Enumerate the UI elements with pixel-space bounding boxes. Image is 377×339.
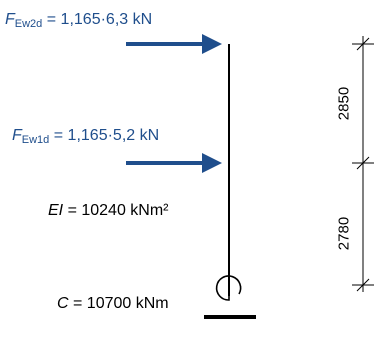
force-label-mid: FEw1d = 1,165·5,2 kN [12,128,159,146]
force-mid-value: = 1,165·5,2 kN [49,127,160,144]
rotational-spring-icon [215,275,242,301]
dimension-upper: 2850 [335,86,353,121]
spring-value: = 10700 kNm [68,295,169,312]
spring-symbol: C [57,295,69,312]
spring-label: C = 10700 kNm [57,296,169,312]
force-top-symbol: F [5,11,15,28]
dimension-lower: 2780 [335,216,353,251]
force-arrow-top [126,34,222,54]
force-label-top: FEw2d = 1,165·6,3 kN [5,12,152,30]
stiffness-symbol: EI [48,202,64,219]
force-mid-subscript: Ew1d [21,134,50,146]
stiffness-label: EI = 10240 kNm² [48,203,169,219]
force-top-value: = 1,165·6,3 kN [42,11,153,28]
force-top-subscript: Ew2d [14,18,43,30]
dimension-line [352,36,374,292]
force-arrow-mid [126,153,222,173]
stiffness-value: = 10240 kNm² [63,202,169,219]
force-mid-symbol: F [12,127,22,144]
